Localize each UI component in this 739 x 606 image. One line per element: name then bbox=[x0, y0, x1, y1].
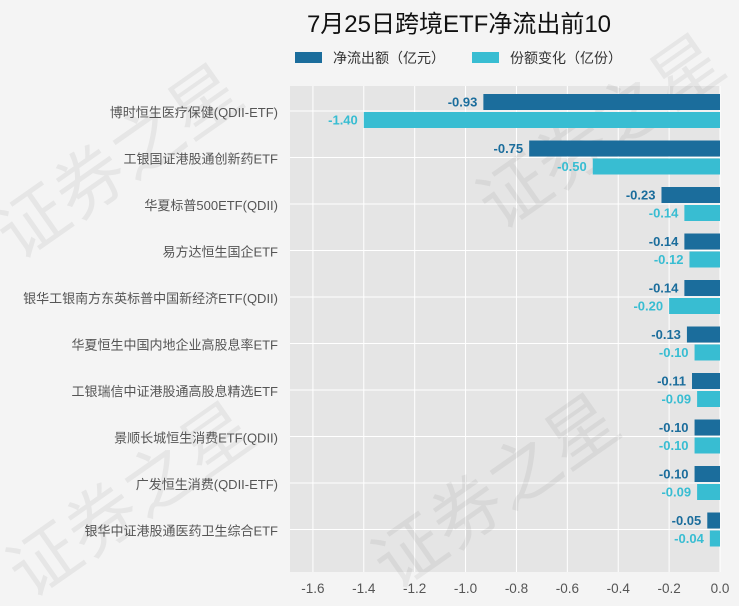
net-outflow-value-label: -0.05 bbox=[672, 513, 702, 528]
legend: 净流出额（亿元） 份额变化（亿份） bbox=[295, 50, 622, 66]
share-change-value-label: -0.10 bbox=[659, 438, 689, 453]
share-change-bar bbox=[709, 530, 720, 547]
share-change-bar bbox=[684, 205, 720, 221]
share-change-bar bbox=[694, 344, 720, 361]
net-outflow-bar bbox=[692, 373, 720, 389]
category-label: 易方达恒生国企ETF bbox=[162, 245, 278, 260]
net-outflow-bar bbox=[707, 512, 720, 529]
share-change-bar bbox=[669, 298, 720, 314]
x-tick-label: -1.2 bbox=[403, 581, 426, 596]
net-outflow-value-label: -0.93 bbox=[448, 95, 478, 110]
legend-swatch-net-outflow bbox=[295, 52, 322, 63]
share-change-bar bbox=[363, 112, 720, 128]
x-tick-label: -0.4 bbox=[607, 581, 631, 596]
category-label: 华夏恒生中国内地企业高股息率ETF bbox=[71, 338, 278, 353]
net-outflow-value-label: -0.14 bbox=[649, 281, 679, 296]
x-tick-label: -1.4 bbox=[352, 581, 376, 596]
x-tick-label: -0.8 bbox=[505, 581, 528, 596]
net-outflow-bar bbox=[661, 187, 720, 203]
legend-label-net-outflow: 净流出额（亿元） bbox=[333, 50, 445, 66]
category-label: 景顺长城恒生消费ETF(QDII) bbox=[114, 431, 278, 446]
net-outflow-bar bbox=[529, 140, 720, 157]
net-outflow-bar bbox=[686, 326, 720, 343]
share-change-value-label: -0.09 bbox=[661, 392, 691, 407]
net-outflow-value-label: -0.13 bbox=[651, 327, 681, 342]
share-change-value-label: -0.10 bbox=[659, 345, 689, 360]
category-label: 博时恒生医疗保健(QDII-ETF) bbox=[110, 105, 278, 120]
x-tick-label: -0.6 bbox=[556, 581, 579, 596]
share-change-bar bbox=[592, 158, 720, 175]
x-tick-label: -1.0 bbox=[454, 581, 477, 596]
category-label: 广发恒生消费(QDII-ETF) bbox=[136, 477, 278, 492]
share-change-bar bbox=[689, 251, 720, 268]
legend-label-share-change: 份额变化（亿份） bbox=[510, 50, 622, 66]
share-change-bar bbox=[694, 437, 720, 454]
share-change-value-label: -0.50 bbox=[557, 159, 587, 174]
share-change-value-label: -0.09 bbox=[661, 485, 691, 500]
net-outflow-value-label: -0.75 bbox=[494, 141, 524, 156]
share-change-value-label: -0.20 bbox=[633, 299, 663, 314]
net-outflow-value-label: -0.11 bbox=[657, 374, 686, 389]
net-outflow-bar bbox=[684, 280, 720, 296]
category-label: 银华中证港股通医药卫生综合ETF bbox=[84, 524, 278, 539]
net-outflow-value-label: -0.14 bbox=[649, 234, 679, 249]
net-outflow-bar bbox=[694, 466, 720, 482]
category-label: 工银瑞信中证港股通高股息精选ETF bbox=[71, 384, 278, 399]
gridlines bbox=[290, 86, 721, 572]
category-label: 工银国证港股通创新药ETF bbox=[123, 152, 278, 167]
net-outflow-value-label: -0.23 bbox=[626, 188, 656, 203]
category-label: 华夏标普500ETF(QDII) bbox=[144, 198, 278, 213]
value-labels: -0.93 -1.40 -0.75 -0.50 -0.23 -0.14 -0.14 -0.12… bbox=[328, 95, 704, 547]
category-label: 银华工银南方东英标普中国新经济ETF(QDII) bbox=[23, 291, 278, 306]
net-outflow-bar bbox=[694, 419, 720, 436]
net-outflow-bar bbox=[483, 94, 720, 110]
share-change-value-label: -1.40 bbox=[328, 113, 358, 128]
x-tick-label: -1.6 bbox=[301, 581, 324, 596]
share-change-value-label: -0.12 bbox=[654, 252, 684, 267]
net-outflow-bar bbox=[684, 233, 720, 250]
net-outflow-value-label: -0.10 bbox=[659, 467, 689, 482]
bars bbox=[363, 94, 720, 547]
share-change-value-label: -0.14 bbox=[649, 206, 679, 221]
axis-labels: -1.6 -1.4 -1.2 -1.0 -0.8 -0.6 -0.4 -0.2 0.0 博时恒生医… bbox=[23, 105, 729, 596]
x-tick-label: -0.2 bbox=[657, 581, 680, 596]
share-change-bar bbox=[697, 391, 720, 407]
chart-title: 7月25日跨境ETF净流出前10 bbox=[307, 11, 611, 38]
share-change-bar bbox=[697, 484, 720, 500]
net-outflow-value-label: -0.10 bbox=[659, 420, 689, 435]
x-tick-label: 0.0 bbox=[711, 581, 730, 596]
share-change-value-label: -0.04 bbox=[674, 531, 704, 546]
legend-swatch-share-change bbox=[472, 52, 499, 63]
